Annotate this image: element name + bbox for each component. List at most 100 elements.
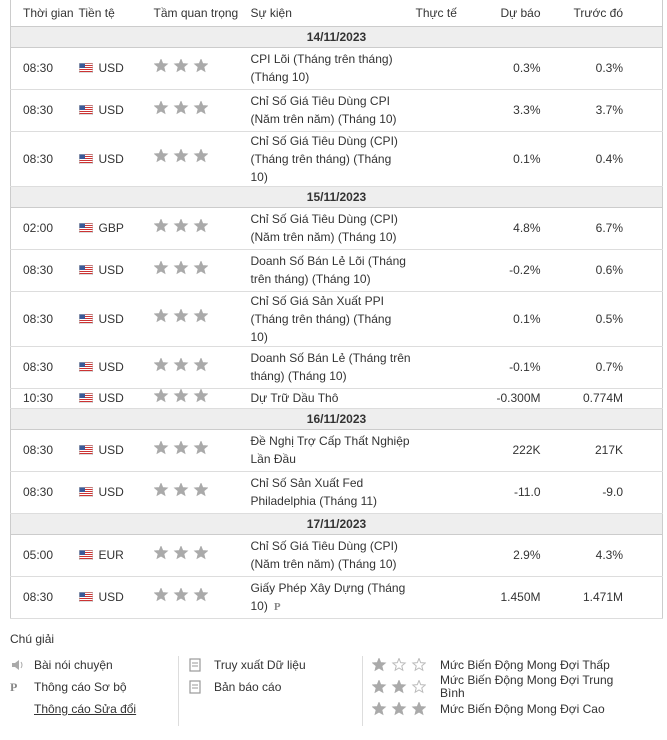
event: Đề Nghị Trợ Cấp Thất Nghiệp Lần Đầu — [250, 434, 410, 466]
importance-cell — [143, 576, 241, 619]
event: Doanh Số Bán Lẻ Lõi (Tháng trên tháng) (… — [250, 254, 406, 286]
stars — [372, 658, 426, 672]
importance-cell — [143, 387, 241, 409]
currency-cell: USD — [78, 291, 144, 347]
star — [153, 308, 168, 323]
actual — [415, 89, 476, 132]
star — [391, 702, 407, 716]
flag-stripe — [78, 395, 93, 396]
event-row: 08:30 USD Doanh Số Bán Lẻ (Tháng trên thán… — [10, 346, 663, 389]
time: 08:30 — [10, 47, 79, 90]
time: 08:30 — [10, 89, 79, 132]
forecast: -0.1% — [475, 346, 551, 389]
star — [391, 658, 407, 672]
legend-item: Mức Biến Động Mong Đợi Trung Bình — [372, 673, 632, 700]
star — [173, 544, 188, 559]
event-row: 08:30 USD Đề Nghị Trợ Cấp Thất Nghiệp Lần … — [10, 429, 663, 472]
star — [193, 308, 208, 323]
importance-cell — [143, 131, 241, 187]
flag-stripe — [78, 273, 93, 274]
flag-stripe — [78, 231, 93, 232]
column-header: Dự báo — [475, 0, 551, 27]
currency-cell: USD — [78, 346, 144, 389]
time: 02:00 — [10, 207, 79, 250]
forecast: 0.1% — [475, 131, 551, 187]
legend-label: Bài nói chuyện — [34, 658, 113, 672]
flag-stripe — [78, 65, 93, 66]
separator — [362, 656, 363, 726]
doc-icon — [189, 680, 201, 694]
column-header: Thực tế — [415, 0, 476, 27]
stars — [372, 680, 426, 694]
flag-stripe — [78, 229, 93, 230]
time: 08:30 — [10, 576, 79, 619]
time: 08:30 — [10, 346, 79, 389]
event-cell: Chỉ Số Giá Sản Xuất PPI (Tháng trên thán… — [240, 291, 416, 347]
stars — [153, 217, 208, 232]
flag-stripe — [78, 271, 93, 272]
star — [193, 148, 208, 163]
flag-stripe — [78, 397, 93, 398]
flag-canton — [78, 393, 85, 398]
actual — [415, 47, 476, 90]
star — [411, 702, 426, 716]
event: Dự Trữ Dầu Thô — [250, 391, 339, 405]
forecast: -0.2% — [475, 249, 551, 292]
importance-cell — [143, 471, 241, 514]
event: CPI Lõi (Tháng trên tháng) (Tháng 10) — [250, 52, 393, 84]
event-row: 08:30 USD Chỉ Số Giá Tiêu Dùng CPI (Năm tr… — [10, 89, 663, 132]
star — [173, 57, 188, 72]
currency: USD — [98, 61, 124, 75]
currency-cell: USD — [78, 576, 144, 619]
flag-stripe — [78, 71, 93, 72]
star — [173, 99, 188, 114]
star — [153, 57, 168, 72]
stars — [153, 544, 208, 559]
event-row: 05:00 EUR Chỉ Số Giá Tiêu Dùng (CPI) (Năm … — [10, 534, 663, 577]
star — [411, 658, 426, 672]
badge: P — [273, 600, 281, 613]
star — [193, 217, 208, 232]
star — [173, 586, 188, 601]
currency: USD — [98, 263, 124, 277]
event: Chỉ Số Giá Tiêu Dùng (CPI) (Tháng trên t… — [250, 133, 398, 184]
actual — [415, 131, 476, 187]
forecast: 1.450M — [475, 576, 551, 619]
star — [372, 680, 387, 694]
event-cell: Giấy Phép Xây Dựng (Tháng 10) P — [240, 576, 416, 619]
currency-cell: GBP — [78, 207, 144, 250]
flag-stripe — [78, 69, 93, 70]
actual — [415, 429, 476, 472]
event: Chỉ Số Giá Tiêu Dùng (CPI) (Năm trên năm… — [250, 539, 398, 571]
flag-border — [78, 223, 93, 233]
event: Chỉ Số Giá Sản Xuất PPI (Tháng trên thán… — [250, 293, 392, 344]
date: 14/11/2023 — [10, 25, 663, 48]
actual — [415, 291, 476, 347]
star — [173, 308, 188, 323]
flag-stripe — [78, 554, 93, 555]
flag-stripe — [78, 447, 93, 448]
flag-stripe — [78, 155, 93, 157]
stars — [153, 148, 208, 163]
flag — [78, 393, 93, 403]
calendar-table: Thời gian Tiền tệ Tầm quan trọng Sự kiện Thự… — [10, 0, 663, 619]
flag-stripe — [78, 489, 93, 490]
legend-item: P Thông cáo Sơ bộ — [10, 676, 180, 698]
forecast: -11.0 — [475, 471, 551, 514]
actual — [415, 346, 476, 389]
flag-stripe — [78, 67, 93, 68]
flag-stripe — [78, 401, 93, 402]
importance-cell — [143, 291, 241, 347]
stars — [153, 387, 208, 402]
event-row: 08:30 USD Chỉ Số Giá Sản Xuất PPI (Tháng t… — [10, 291, 663, 347]
currency-cell: USD — [78, 47, 144, 90]
importance-cell — [143, 249, 241, 292]
previous: 0.6% — [550, 249, 663, 292]
importance-cell — [143, 534, 241, 577]
legend-label: Mức Biến Động Mong Đợi Trung Bình — [440, 673, 614, 700]
star — [173, 217, 188, 232]
flag-stripe — [78, 495, 93, 496]
legend-item: Mức Biến Động Mong Đợi Cao — [372, 698, 632, 720]
flag-stripe — [78, 267, 93, 268]
flag — [78, 550, 93, 560]
